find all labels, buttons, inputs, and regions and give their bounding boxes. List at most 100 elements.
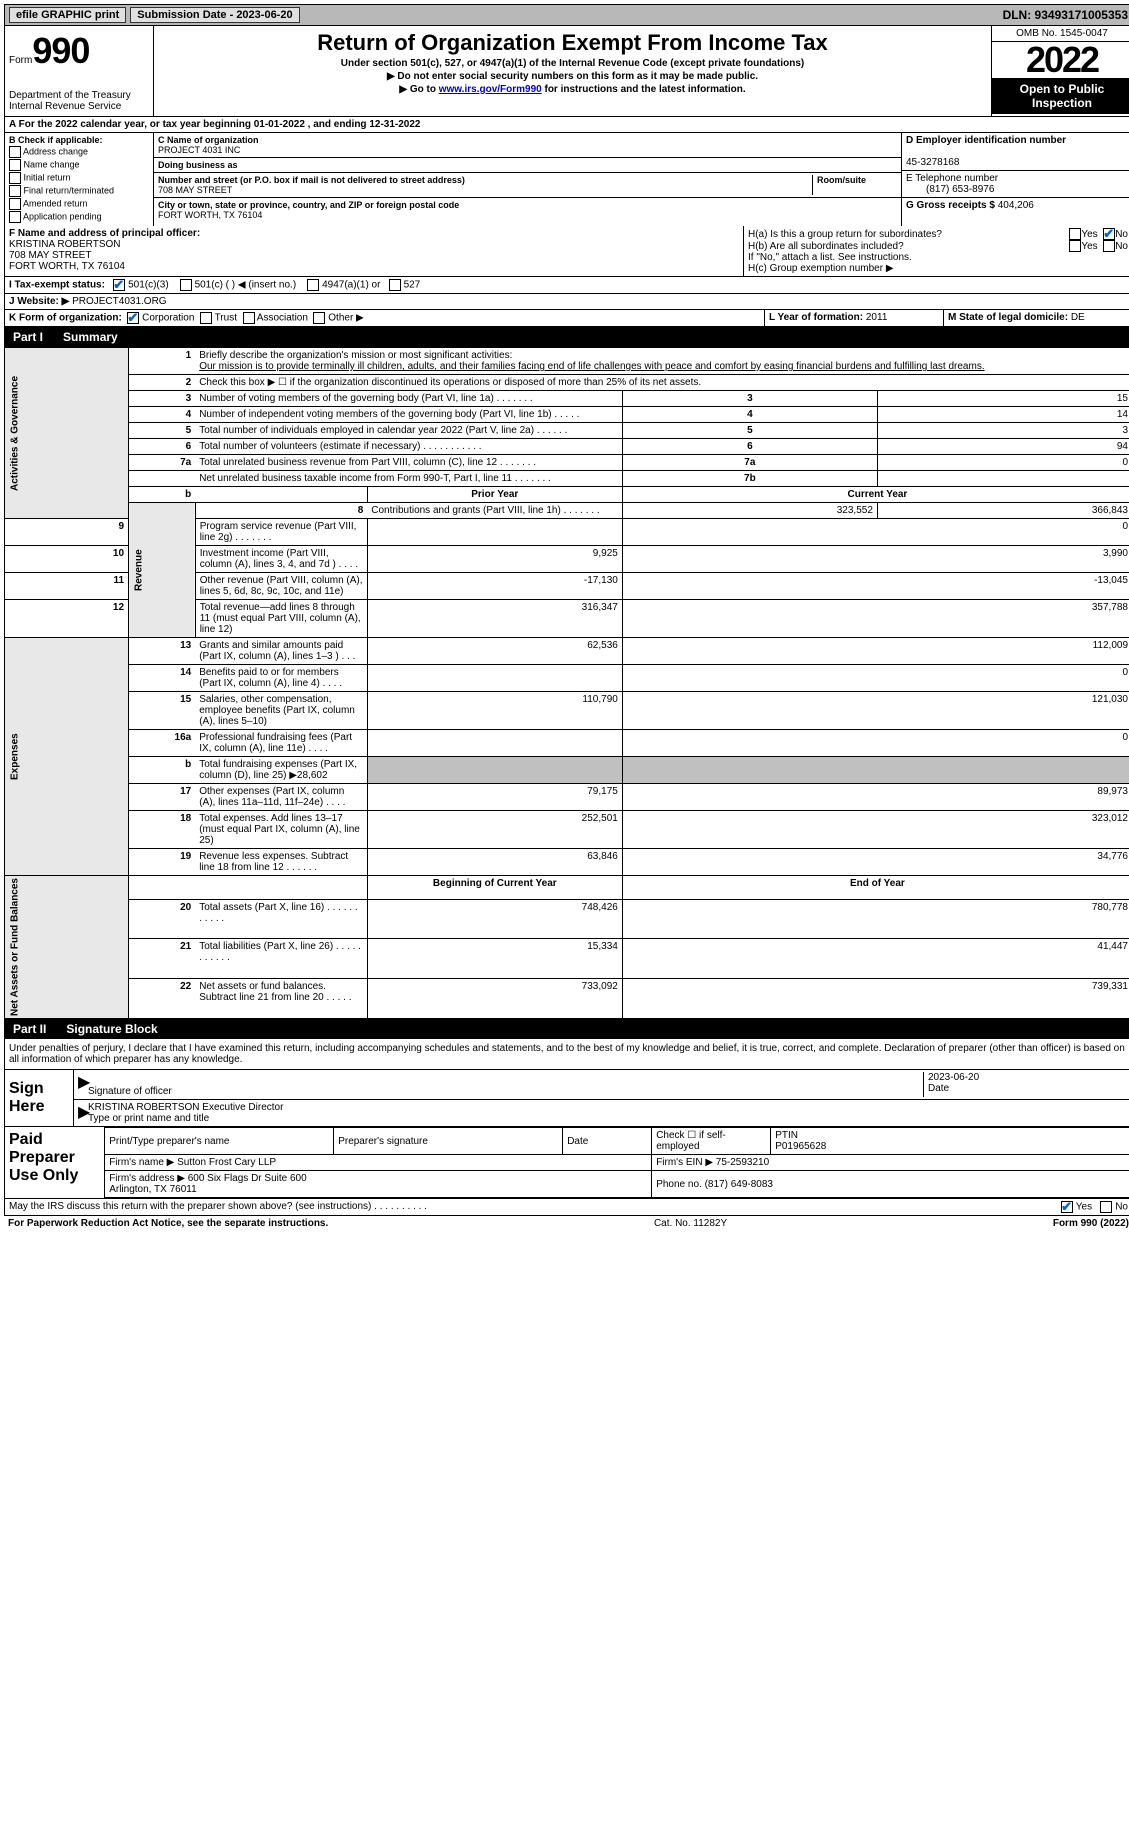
paid-prep-label: Paid Preparer Use Only: [5, 1127, 104, 1198]
row-a: A For the 2022 calendar year, or tax yea…: [4, 117, 1129, 133]
form-org-label: K Form of organization:: [9, 313, 122, 324]
prep-check: Check ☐ if self-employed: [652, 1128, 771, 1155]
prep-sig-label: Preparer's signature: [334, 1128, 563, 1155]
check-527[interactable]: [389, 279, 401, 291]
firm-ein-label: Firm's EIN ▶: [656, 1157, 713, 1168]
hb-yes[interactable]: [1069, 240, 1081, 252]
check-trust[interactable]: [200, 312, 212, 324]
check-assoc[interactable]: [243, 312, 255, 324]
gross-value: 404,206: [998, 200, 1034, 211]
line11-current: -13,045: [622, 573, 1129, 600]
sign-here: Sign Here ▶ Signature of officer 2023-06…: [4, 1069, 1129, 1127]
check-amended[interactable]: [9, 198, 21, 210]
sig-name: KRISTINA ROBERTSON Executive Director: [88, 1102, 283, 1113]
ha-label: H(a) Is this a group return for subordin…: [748, 229, 1069, 240]
line16a-current: 0: [622, 730, 1129, 757]
line10-desc: Investment income (Part VIII, column (A)…: [195, 546, 367, 573]
discuss-text: May the IRS discuss this return with the…: [9, 1201, 427, 1213]
line3-val: 15: [877, 391, 1129, 407]
check-4947[interactable]: [307, 279, 319, 291]
discuss-yes[interactable]: [1061, 1201, 1073, 1213]
discuss-row: May the IRS discuss this return with the…: [4, 1199, 1129, 1216]
hb-no[interactable]: [1103, 240, 1115, 252]
org-name: PROJECT 4031 INC: [158, 145, 240, 155]
line20-begin: 748,426: [367, 899, 622, 939]
line21-end: 41,447: [622, 939, 1129, 979]
ha-no[interactable]: [1103, 228, 1115, 240]
q1-label: Briefly describe the organization's miss…: [199, 350, 512, 361]
prep-date-label: Date: [563, 1128, 652, 1155]
dept-label: Department of the Treasury Internal Reve…: [9, 90, 149, 112]
dba-label: Doing business as: [158, 160, 238, 170]
header-sub1: Under section 501(c), 527, or 4947(a)(1)…: [160, 58, 985, 69]
line15-prior: 110,790: [367, 692, 622, 730]
col-b-header: B Check if applicable:: [9, 135, 149, 145]
line9-current: 0: [622, 519, 1129, 546]
hb-label: H(b) Are all subordinates included?: [748, 241, 1069, 252]
col-prior: Prior Year: [367, 487, 622, 503]
form-header: Form990 Department of the Treasury Inter…: [4, 26, 1129, 117]
line6-val: 94: [877, 439, 1129, 455]
check-name-change[interactable]: [9, 159, 21, 171]
line16b-prior: [367, 757, 622, 784]
form-number: 990: [32, 30, 89, 71]
line19-current: 34,776: [622, 849, 1129, 876]
check-501c[interactable]: [180, 279, 192, 291]
part1-num: Part I: [13, 330, 43, 344]
check-app-pending[interactable]: [9, 211, 21, 223]
website-value: PROJECT4031.ORG: [72, 296, 166, 307]
declaration: Under penalties of perjury, I declare th…: [4, 1039, 1129, 1069]
line9-prior: [367, 519, 622, 546]
check-final-return[interactable]: [9, 185, 21, 197]
line14-current: 0: [622, 665, 1129, 692]
ein-value: 45-3278168: [906, 157, 959, 168]
part1-title: Summary: [63, 330, 118, 344]
addr-value: 708 MAY STREET: [158, 185, 232, 195]
line4-val: 14: [877, 407, 1129, 423]
line7a-desc: Total unrelated business revenue from Pa…: [195, 455, 622, 471]
sig-officer-label: Signature of officer: [88, 1086, 172, 1097]
line16b-desc: Total fundraising expenses (Part IX, col…: [195, 757, 367, 784]
form-ref: Form 990 (2022): [1053, 1218, 1129, 1229]
sig-name-label: Type or print name and title: [88, 1113, 209, 1124]
discuss-no[interactable]: [1100, 1201, 1112, 1213]
row-j: J Website: ▶ PROJECT4031.ORG: [4, 294, 1129, 310]
header-sub2: ▶ Do not enter social security numbers o…: [160, 71, 985, 82]
part2-title: Signature Block: [66, 1022, 157, 1036]
col-b: B Check if applicable: Address change Na…: [5, 133, 154, 226]
line16a-desc: Professional fundraising fees (Part IX, …: [195, 730, 367, 757]
part2-header: Part II Signature Block: [4, 1019, 1129, 1039]
check-initial-return[interactable]: [9, 172, 21, 184]
check-address-change[interactable]: [9, 146, 21, 158]
check-501c3[interactable]: [113, 279, 125, 291]
line18-prior: 252,501: [367, 811, 622, 849]
gross-label: G Gross receipts $: [906, 200, 995, 211]
dln: DLN: 93493171005353: [1003, 8, 1128, 22]
tax-year: 2022: [992, 42, 1129, 78]
line13-desc: Grants and similar amounts paid (Part IX…: [195, 638, 367, 665]
line10-prior: 9,925: [367, 546, 622, 573]
col-begin: Beginning of Current Year: [367, 876, 622, 900]
line13-current: 112,009: [622, 638, 1129, 665]
website-label: J Website: ▶: [9, 296, 69, 307]
line19-prior: 63,846: [367, 849, 622, 876]
line22-end: 739,331: [622, 979, 1129, 1019]
line7a-val: 0: [877, 455, 1129, 471]
check-corp[interactable]: [127, 312, 139, 324]
phone-label: E Telephone number: [906, 173, 998, 184]
prep-name-label: Print/Type preparer's name: [105, 1128, 334, 1155]
header-sub3: ▶ Go to www.irs.gov/Form990 for instruct…: [160, 84, 985, 95]
irs-link[interactable]: www.irs.gov/Form990: [439, 84, 542, 95]
ha-yes[interactable]: [1069, 228, 1081, 240]
hb-note: If "No," attach a list. See instructions…: [748, 252, 1128, 263]
tax-status-label: I Tax-exempt status:: [9, 280, 105, 291]
line9-desc: Program service revenue (Part VIII, line…: [195, 519, 367, 546]
col-current: Current Year: [622, 487, 1129, 503]
line11-prior: -17,130: [367, 573, 622, 600]
line18-current: 323,012: [622, 811, 1129, 849]
row-fh: F Name and address of principal officer:…: [4, 226, 1129, 277]
firm-name-label: Firm's name ▶: [109, 1157, 174, 1168]
line7b-desc: Net unrelated business taxable income fr…: [195, 471, 622, 487]
check-other[interactable]: [313, 312, 325, 324]
line15-desc: Salaries, other compensation, employee b…: [195, 692, 367, 730]
